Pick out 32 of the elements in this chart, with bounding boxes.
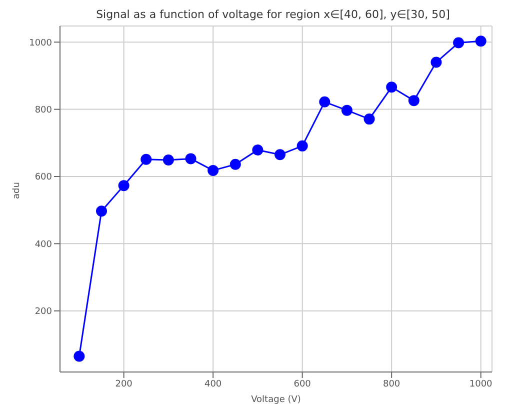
point <box>252 144 264 156</box>
y-axis-title: adu <box>12 182 22 199</box>
point <box>319 96 330 108</box>
point <box>118 180 130 192</box>
point <box>364 114 375 125</box>
point <box>185 153 196 164</box>
point <box>230 158 241 170</box>
point <box>430 56 442 68</box>
y-tick-label: 200 <box>34 307 52 318</box>
point <box>274 149 286 160</box>
point <box>140 154 152 165</box>
y-tick-label: 400 <box>34 240 52 250</box>
y-tick-label: 1000 <box>29 38 52 48</box>
point <box>74 350 85 362</box>
point <box>453 37 464 48</box>
y-tick-label: 800 <box>34 106 52 116</box>
point <box>408 95 420 106</box>
y-tick-label: 600 <box>34 172 52 183</box>
point <box>296 140 308 152</box>
x-tick-label: 600 <box>294 379 312 390</box>
point <box>208 164 219 176</box>
x-tick-label: 400 <box>204 379 222 390</box>
point <box>162 154 174 166</box>
point <box>341 104 352 116</box>
x-tick-label: 1000 <box>469 379 493 390</box>
point <box>475 36 486 47</box>
x-tick-label: 200 <box>115 379 133 390</box>
chart-title: Signal as a function of voltage for region x∈[40, 60], y∈[30, 50] <box>95 8 451 23</box>
point <box>96 206 108 217</box>
x-tick-label: 800 <box>382 379 400 390</box>
x-axis-title: Voltage (V) <box>251 395 301 405</box>
point <box>386 82 398 93</box>
